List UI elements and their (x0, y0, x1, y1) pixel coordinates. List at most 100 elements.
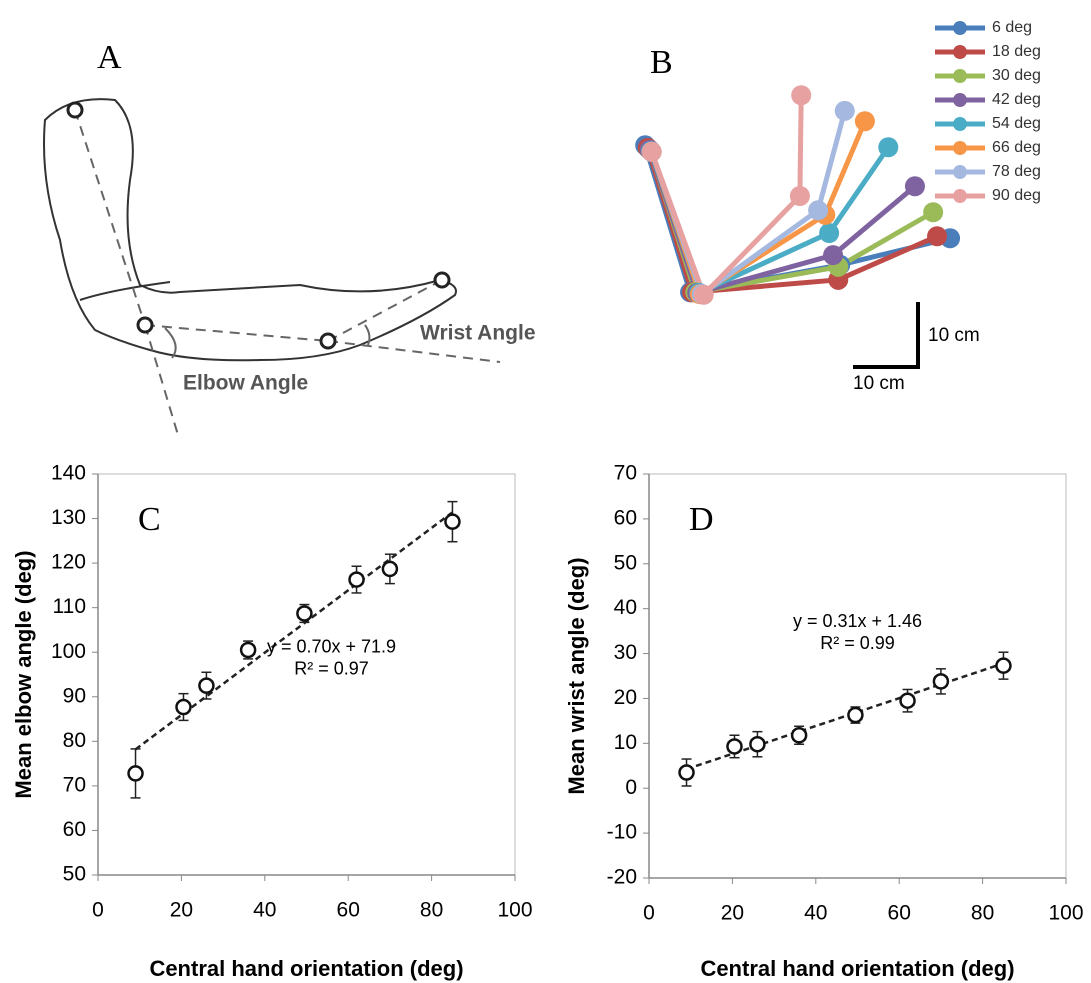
y-tick-label: 80 (63, 729, 86, 752)
x-tick-label: 40 (804, 902, 827, 925)
wrist-angle-label: Wrist Angle (420, 322, 536, 345)
legend-label: 78 deg (992, 163, 1041, 180)
joint-marker (904, 176, 925, 197)
sleeve-edge (79, 281, 171, 301)
legend-marker (953, 117, 967, 131)
arm-outline (43, 98, 457, 362)
y-axis-title: Mean wrist angle (deg) (564, 557, 589, 794)
joint-marker (791, 85, 812, 106)
y-tick-label: 140 (51, 462, 86, 485)
scale-bar-label: 10 cm (853, 373, 905, 394)
legend-label: 30 deg (992, 67, 1041, 84)
y-tick-label: 50 (614, 551, 637, 574)
joint-marker (854, 111, 875, 132)
upper-arm-line (74, 109, 146, 326)
y-tick-label: 0 (625, 776, 637, 799)
y-axis-title: Mean elbow angle (deg) (11, 550, 36, 798)
y-tick-label: 70 (614, 462, 637, 485)
data-point (678, 764, 695, 781)
panel-label: D (689, 501, 714, 538)
data-point (749, 735, 766, 753)
x-tick-label: 100 (497, 899, 532, 922)
y-tick-label: -10 (607, 821, 637, 844)
r-squared: R² = 0.97 (294, 659, 369, 679)
data-point (899, 692, 916, 709)
trendline-equation: y = 0.31x + 1.46 (793, 611, 922, 631)
y-tick-label: 50 (63, 863, 86, 886)
data-point (296, 605, 313, 622)
r-squared: R² = 0.99 (820, 633, 895, 653)
hand-line (327, 279, 443, 342)
scale-bar-label: 10 cm (928, 325, 980, 346)
legend-marker (953, 69, 967, 83)
y-tick-label: 130 (51, 506, 86, 529)
elbow-marker (136, 316, 154, 334)
arm-line (649, 95, 804, 300)
joint-marker (834, 100, 855, 121)
hand-marker (433, 271, 451, 289)
legend-marker (953, 189, 967, 203)
legend-label: 6 deg (992, 19, 1032, 36)
legend-marker (953, 45, 967, 59)
joint-marker (641, 141, 662, 162)
joint-marker (789, 186, 810, 206)
y-tick-label: 20 (614, 686, 637, 709)
x-tick-label: 20 (170, 899, 193, 922)
y-tick-label: 10 (614, 731, 637, 754)
x-axis-title: Central hand orientation (deg) (149, 956, 463, 981)
x-tick-label: 60 (888, 902, 911, 925)
data-point (790, 727, 808, 744)
y-tick-label: -20 (607, 866, 637, 889)
x-tick-label: 0 (643, 902, 655, 925)
data-point (932, 673, 950, 690)
data-point (995, 657, 1012, 674)
forearm-extension (327, 340, 501, 363)
trendline-equation: y = 0.70x + 71.9 (267, 637, 396, 657)
data-point (847, 706, 864, 724)
shoulder-marker (66, 101, 84, 119)
legend-marker (953, 141, 967, 155)
data-point (726, 738, 743, 755)
joint-marker (923, 202, 944, 223)
data-point (175, 698, 192, 716)
y-tick-label: 60 (614, 506, 637, 529)
legend-marker (953, 21, 967, 35)
x-tick-label: 80 (420, 899, 443, 922)
panel-label: A (97, 39, 122, 76)
x-tick-label: 20 (721, 902, 744, 925)
y-tick-label: 30 (614, 641, 637, 664)
x-tick-label: 60 (337, 899, 360, 922)
legend-marker (953, 93, 967, 107)
joint-marker (878, 137, 899, 158)
legend-label: 42 deg (992, 91, 1041, 108)
legend-label: 54 deg (992, 115, 1041, 132)
elbow-arc (164, 327, 177, 359)
data-point (348, 571, 365, 588)
elbow-angle-label: Elbow Angle (183, 372, 308, 395)
joint-marker (927, 226, 948, 247)
wrist-marker (319, 332, 337, 350)
x-tick-label: 80 (971, 902, 994, 925)
panel-label: C (138, 501, 161, 538)
y-tick-label: 110 (53, 595, 86, 618)
data-point (381, 560, 399, 578)
x-tick-label: 100 (1048, 902, 1083, 925)
y-tick-label: 100 (51, 640, 86, 663)
x-tick-label: 40 (253, 899, 276, 922)
x-axis-title: Central hand orientation (deg) (700, 956, 1014, 981)
legend-label: 90 deg (992, 187, 1041, 204)
y-tick-label: 70 (63, 773, 86, 796)
data-point (444, 513, 461, 530)
joint-marker (823, 245, 844, 266)
y-tick-label: 90 (63, 684, 86, 707)
legend-label: 66 deg (992, 139, 1041, 156)
data-point (127, 765, 144, 782)
forearm-line (144, 324, 329, 342)
y-tick-label: 120 (51, 551, 86, 574)
joint-marker (808, 200, 829, 221)
y-tick-label: 60 (63, 818, 86, 841)
legend-marker (953, 165, 967, 179)
data-point (198, 677, 215, 694)
